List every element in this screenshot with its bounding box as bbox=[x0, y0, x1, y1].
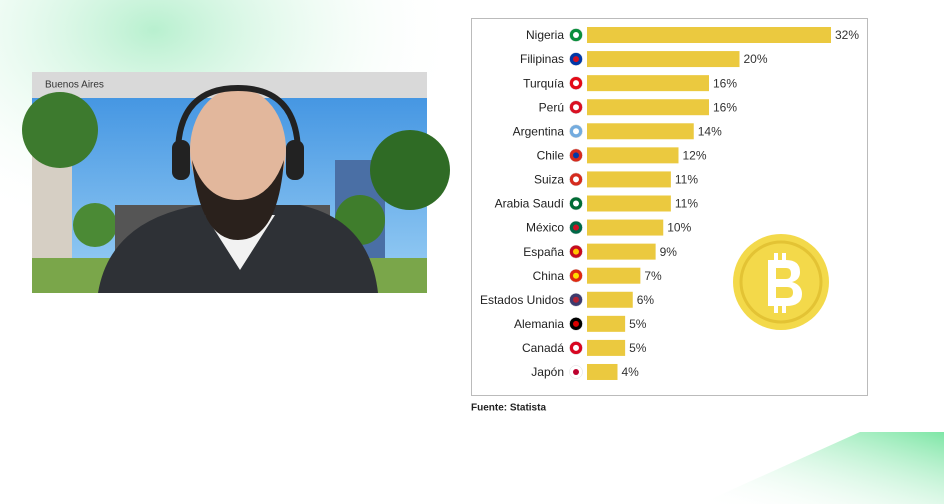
bar bbox=[587, 315, 626, 332]
flag-detail bbox=[573, 296, 579, 303]
flag-detail bbox=[573, 176, 579, 183]
bar bbox=[587, 147, 679, 164]
category-label: Turquía bbox=[523, 76, 564, 90]
bar bbox=[587, 267, 641, 284]
category-label: Alemania bbox=[514, 317, 564, 331]
bar bbox=[587, 291, 633, 308]
flag-detail bbox=[573, 104, 579, 111]
bar bbox=[587, 27, 831, 43]
bar bbox=[587, 219, 664, 236]
value-label: 6% bbox=[637, 293, 655, 307]
category-label: Canadá bbox=[522, 341, 564, 355]
value-label: 4% bbox=[622, 365, 640, 379]
flag-detail bbox=[573, 32, 579, 38]
flag-detail bbox=[573, 56, 579, 63]
flag-detail bbox=[573, 224, 579, 231]
flag-detail bbox=[573, 368, 579, 375]
flag-detail bbox=[573, 320, 579, 327]
value-label: 20% bbox=[744, 52, 768, 66]
bar bbox=[587, 51, 740, 68]
bar bbox=[587, 243, 656, 260]
category-label: Arabia Saudí bbox=[495, 197, 565, 211]
flag-detail bbox=[573, 152, 579, 159]
bar bbox=[587, 171, 671, 188]
value-label: 9% bbox=[660, 245, 678, 259]
bar bbox=[587, 75, 709, 92]
value-label: 16% bbox=[713, 76, 737, 90]
source: Fuente: Statista bbox=[471, 403, 546, 414]
value-label: 11% bbox=[675, 173, 698, 187]
bitcoin bbox=[733, 234, 829, 330]
flag-detail bbox=[573, 344, 579, 351]
category-label: China bbox=[533, 269, 565, 283]
flag-detail bbox=[573, 248, 579, 255]
video-label: Buenos Aires bbox=[45, 80, 104, 91]
category-label: Estados Unidos bbox=[480, 293, 564, 307]
flag-detail bbox=[573, 80, 579, 87]
category-label: España bbox=[523, 245, 564, 259]
category-label: Nigeria bbox=[526, 28, 564, 42]
value-label: 11% bbox=[675, 197, 698, 211]
value-label: 14% bbox=[698, 124, 722, 138]
category-label: México bbox=[526, 221, 564, 235]
value-label: 12% bbox=[683, 149, 707, 163]
value-label: 32% bbox=[835, 28, 859, 42]
value-label: 10% bbox=[667, 221, 691, 235]
bar bbox=[587, 339, 626, 356]
value-label: 5% bbox=[629, 317, 647, 331]
video: Buenos Aires bbox=[22, 72, 450, 293]
bar bbox=[587, 363, 618, 380]
category-label: Chile bbox=[537, 149, 565, 163]
value-label: 7% bbox=[644, 269, 662, 283]
category-label: Suiza bbox=[534, 173, 564, 187]
category-label: Perú bbox=[539, 100, 564, 114]
category-label: Argentina bbox=[513, 124, 565, 138]
category-label: Filipinas bbox=[520, 52, 564, 66]
bar bbox=[587, 123, 694, 140]
flag-detail bbox=[573, 128, 579, 135]
bar bbox=[587, 195, 671, 212]
category-label: Japón bbox=[531, 365, 564, 379]
flag-detail bbox=[573, 200, 579, 207]
flag-detail bbox=[573, 272, 579, 279]
glow bbox=[700, 432, 944, 504]
value-label: 16% bbox=[713, 100, 737, 114]
value-label: 5% bbox=[629, 341, 647, 355]
bar bbox=[587, 99, 709, 116]
